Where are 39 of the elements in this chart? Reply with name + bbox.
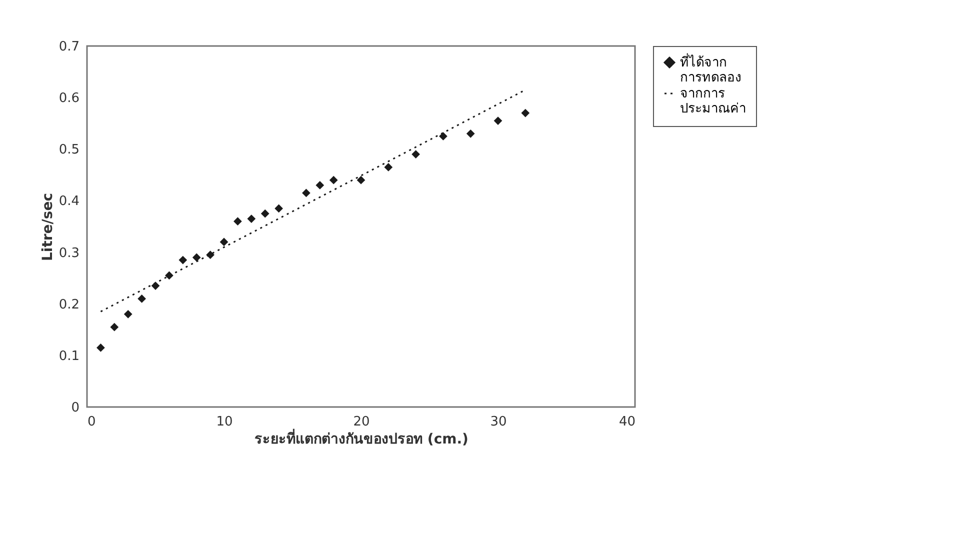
point [494,116,502,125]
point [247,214,256,223]
point [178,256,188,264]
point [384,163,393,172]
legend-label: ที่ได้จาก การทดลอง [680,54,741,86]
y-tick-label: 0.5 [58,142,80,158]
point [521,108,530,118]
point [220,238,228,246]
x-tick-label: 30 [490,414,507,430]
point [439,132,448,140]
point [206,250,214,260]
point [234,217,242,226]
point [110,322,119,332]
point [356,176,366,184]
legend-label: จากการ ประมาณค่า [680,86,746,116]
point [412,150,420,158]
point [302,188,310,198]
y-tick-label: 0.7 [58,40,80,54]
point [274,204,283,213]
x-tick-label: 20 [353,414,370,430]
point [192,253,201,262]
point [124,310,132,318]
y-tick-label: 0.3 [58,246,80,261]
y-tick-label: 0.1 [58,348,80,364]
y-tick-label: 0.2 [58,297,80,312]
x-axis-title: ระยะที่แตกต่างกันของปรอท (cm.) [254,428,468,448]
x-tick-label: 0 [88,414,96,430]
point [138,294,146,303]
point [329,176,338,184]
point [466,129,475,138]
point [260,209,270,218]
x-tick-label: 40 [618,414,636,430]
y-tick-label: 0.4 [58,194,80,210]
y-axis-title: Litre/sec [40,192,56,262]
y-tick-label: 0 [71,400,80,416]
point [96,344,105,352]
y-tick-label: 0.6 [58,91,80,106]
x-tick-label: 10 [216,414,233,430]
point [316,181,324,190]
